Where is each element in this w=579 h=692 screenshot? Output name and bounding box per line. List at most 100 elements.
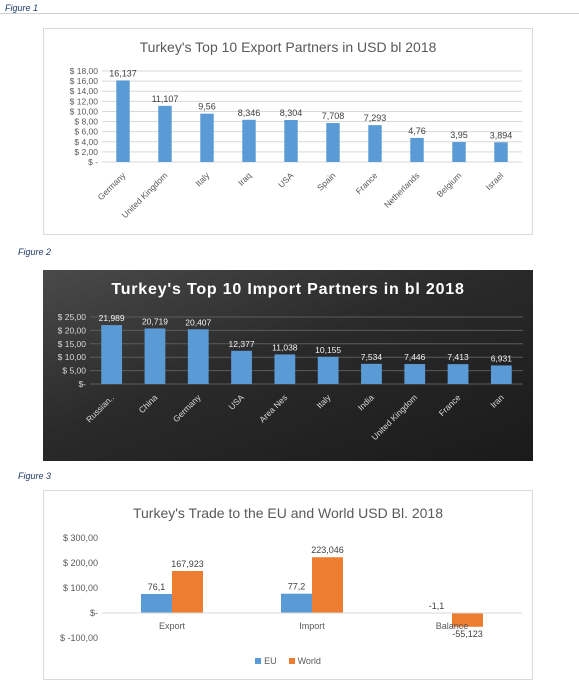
bar	[452, 142, 466, 162]
bar	[158, 105, 172, 162]
data-label: 12,377	[229, 339, 255, 349]
export-chart-plot: $ -$ 2,00$ 4,00$ 6,00$ 8,00$ 10,00$ 12,0…	[70, 66, 522, 220]
data-label: 223,046	[311, 545, 344, 555]
figure-3-label: Figure 3	[18, 471, 52, 481]
category-label: France	[354, 170, 380, 196]
data-label: 76,1	[148, 582, 166, 592]
data-label: 20,407	[185, 317, 211, 327]
y-tick-label: $ 15,00	[58, 339, 87, 349]
y-tick-label: $ 5,00	[62, 366, 86, 376]
chart-title: Turkey's Top 10 Export Partners in USD b…	[139, 39, 437, 55]
category-label: Area Nes	[257, 392, 289, 424]
bar	[281, 593, 312, 613]
bar	[274, 354, 296, 384]
bar	[200, 113, 214, 162]
data-label: 16,137	[109, 68, 137, 78]
export-partners-chart: Turkey's Top 10 Export Partners in USD b…	[43, 28, 533, 235]
data-label: 3,894	[490, 130, 513, 140]
bar	[447, 364, 469, 384]
data-label: 7,413	[447, 352, 469, 362]
bar	[187, 329, 209, 384]
category-label: Iran	[488, 392, 506, 410]
data-label: 3,95	[450, 130, 468, 140]
data-label: 10,155	[315, 345, 341, 355]
figure-2-label: Figure 2	[18, 247, 52, 257]
y-tick-label: $ 18,00	[70, 66, 99, 76]
data-label: 7,534	[361, 352, 383, 362]
bar	[242, 119, 256, 162]
import-partners-chart: Turkey's Top 10 Import Partners in bl 20…	[43, 270, 533, 461]
bar	[141, 593, 172, 613]
data-label: 8,304	[280, 108, 303, 118]
y-tick-label: $ 300,00	[63, 533, 98, 543]
data-label: 8,346	[238, 108, 261, 118]
eu-world-trade-chart: Turkey's Trade to the EU and World USD B…	[43, 490, 533, 680]
chart-title: Turkey's Top 10 Import Partners in bl 20…	[111, 281, 465, 298]
data-label: 11,107	[152, 94, 179, 104]
y-tick-label: $ 10,00	[58, 352, 87, 362]
bar	[144, 328, 166, 384]
y-tick-label: $-	[78, 379, 86, 389]
category-label: Italy	[314, 392, 333, 411]
data-label: 4,76	[408, 126, 426, 136]
category-label: France	[437, 392, 463, 418]
bar	[326, 123, 340, 162]
data-label: 21,989	[99, 313, 125, 323]
y-tick-label: $ 20,00	[58, 325, 87, 335]
category-label: Russian..	[84, 392, 116, 424]
y-tick-label: $ 100,00	[63, 583, 98, 593]
legend-swatch-world	[288, 658, 295, 664]
category-label: Spain	[315, 170, 338, 193]
chart-title: Turkey's Trade to the EU and World USD B…	[132, 505, 444, 521]
bar	[368, 125, 382, 162]
top-rule	[0, 13, 579, 14]
y-tick-label: $ 6,00	[74, 127, 98, 137]
data-label: 167,923	[171, 559, 204, 569]
category-label: India	[356, 392, 376, 412]
legend-label: World	[297, 656, 321, 666]
category-label: Belgium	[435, 170, 464, 199]
category-label: Israel	[484, 170, 506, 192]
bar	[101, 325, 123, 384]
legend-swatch-eu	[255, 658, 262, 664]
y-tick-label: $ -100,00	[60, 633, 98, 643]
bar	[284, 120, 298, 162]
y-tick-label: $-	[90, 608, 98, 618]
y-tick-label: $ 2,00	[74, 147, 98, 157]
chart-legend: EU World	[44, 656, 532, 666]
y-tick-label: $ 16,00	[70, 76, 99, 86]
data-label: 7,708	[322, 111, 345, 121]
bar	[172, 571, 203, 613]
category-label: Balance	[436, 621, 469, 631]
category-label: Netherlands	[382, 170, 421, 209]
y-tick-label: $ 8,00	[74, 117, 98, 127]
bar	[404, 364, 426, 384]
data-label: -1,1	[429, 601, 445, 611]
y-tick-label: $ 10,00	[70, 106, 99, 116]
data-label: 7,446	[404, 352, 426, 362]
y-tick-label: $ 12,00	[70, 96, 99, 106]
bar	[452, 613, 483, 627]
category-label: Germany	[96, 170, 128, 202]
data-label: 6,931	[491, 353, 513, 363]
data-label: 20,719	[142, 316, 168, 326]
legend-item-world: World	[288, 656, 321, 666]
category-label: United Kingdom	[120, 170, 170, 220]
category-label: China	[137, 392, 160, 415]
category-label: Italy	[193, 170, 212, 189]
bar	[410, 137, 424, 162]
import-chart-plot: $- $ 5,00 $ 10,00 $ 15,00 $ 20,00 $ 25,00 21,9…	[58, 312, 523, 442]
category-label: United Kingdom	[369, 392, 419, 442]
data-label: 9,56	[198, 102, 216, 112]
y-tick-label: $ 4,00	[74, 137, 98, 147]
bar	[317, 356, 339, 384]
category-label: Iraq	[236, 170, 254, 188]
data-label: -55,123	[452, 629, 483, 639]
y-tick-label: $ -	[88, 157, 98, 167]
bar	[490, 365, 512, 384]
data-label: 77,2	[288, 582, 306, 592]
trade-chart-plot: $ -100,00 $- $ 100,00 $ 200,00 $ 300,00 76,1 1…	[60, 533, 522, 643]
category-label: Import	[299, 621, 325, 631]
data-label: 11,038	[272, 342, 298, 352]
legend-item-eu: EU	[255, 656, 277, 666]
